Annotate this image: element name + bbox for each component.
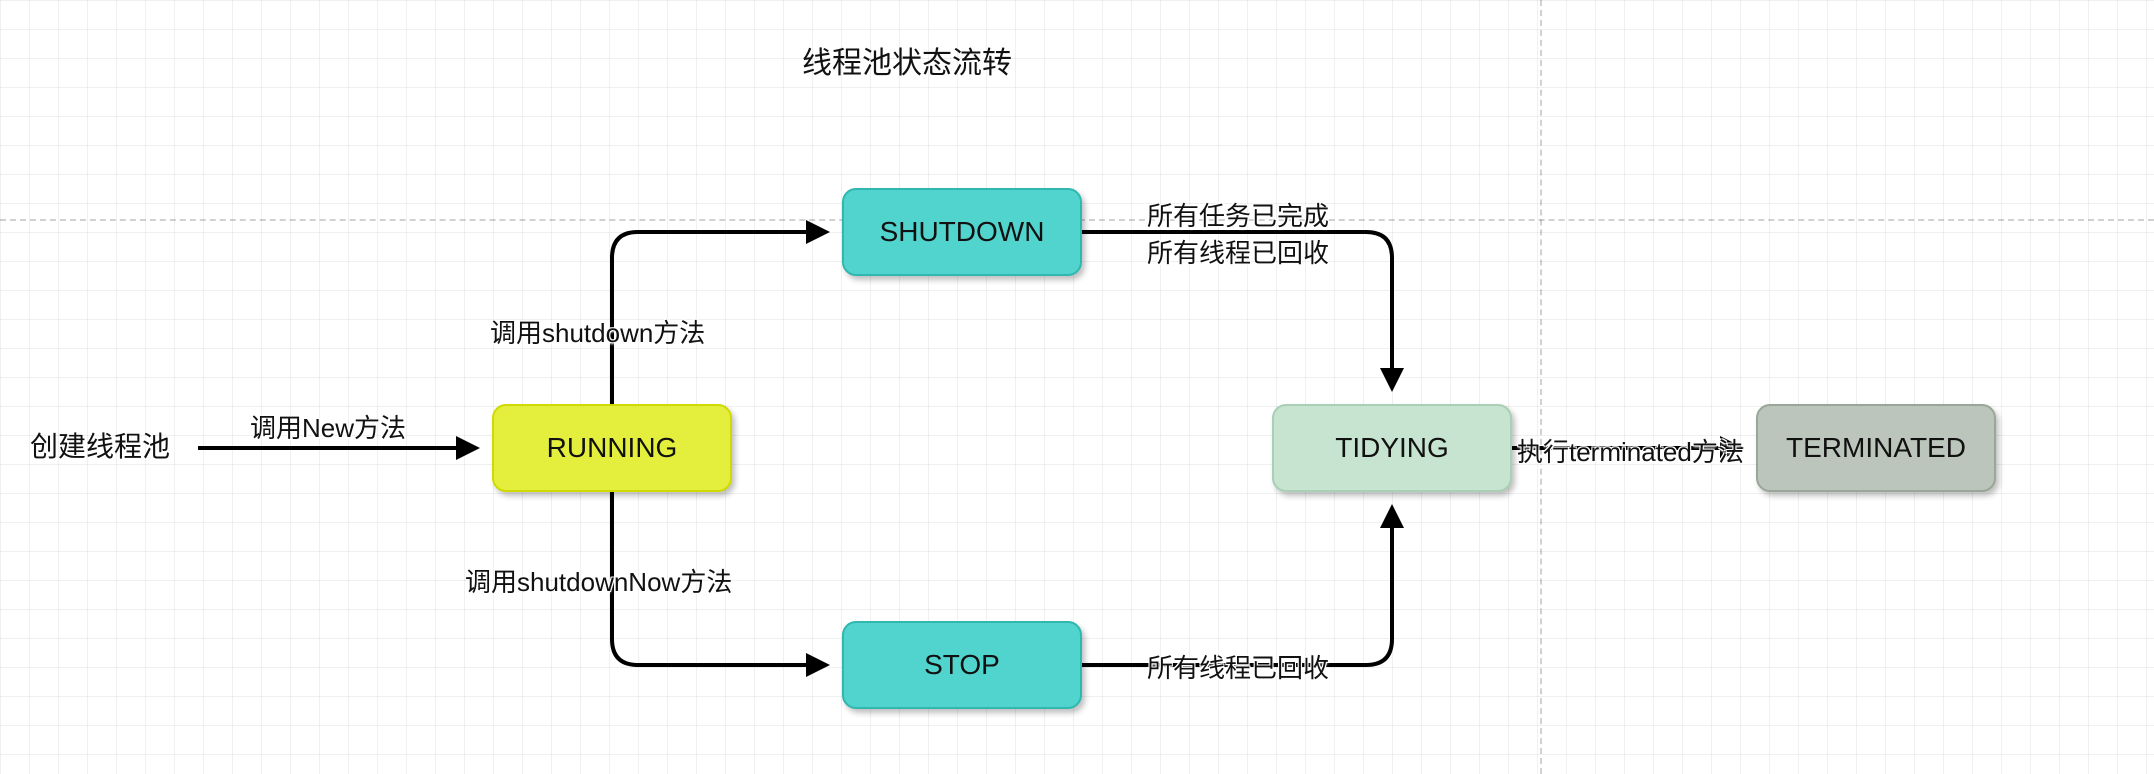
edge-label-tidying-terminated: 执行terminated方法 (1517, 432, 1744, 469)
edge-label-running-stop: 调用shutdownNow方法 (465, 562, 732, 599)
node-shutdown: SHUTDOWN (842, 188, 1082, 276)
node-running: RUNNING (492, 404, 732, 492)
edge-label-start-running: 调用New方法 (250, 408, 406, 445)
node-terminated: TERMINATED (1756, 404, 1996, 492)
major-grid-vertical (1540, 0, 1542, 774)
node-tidying: TIDYING (1272, 404, 1512, 492)
edge-label-stop-tidying: 所有线程已回收 (1147, 648, 1329, 685)
edge-label-shutdown-tidying: 所有任务已完成所有线程已回收 (1147, 196, 1329, 270)
diagram-canvas: 线程池状态流转 创建线程池 RUNNING SHUTDOWN STOP TIDYING T… (0, 0, 2154, 774)
diagram-title: 线程池状态流转 (802, 38, 1012, 82)
node-stop: STOP (842, 621, 1082, 709)
edge-label-running-shutdown: 调用shutdown方法 (490, 313, 705, 350)
node-start: 创建线程池 (30, 425, 190, 469)
